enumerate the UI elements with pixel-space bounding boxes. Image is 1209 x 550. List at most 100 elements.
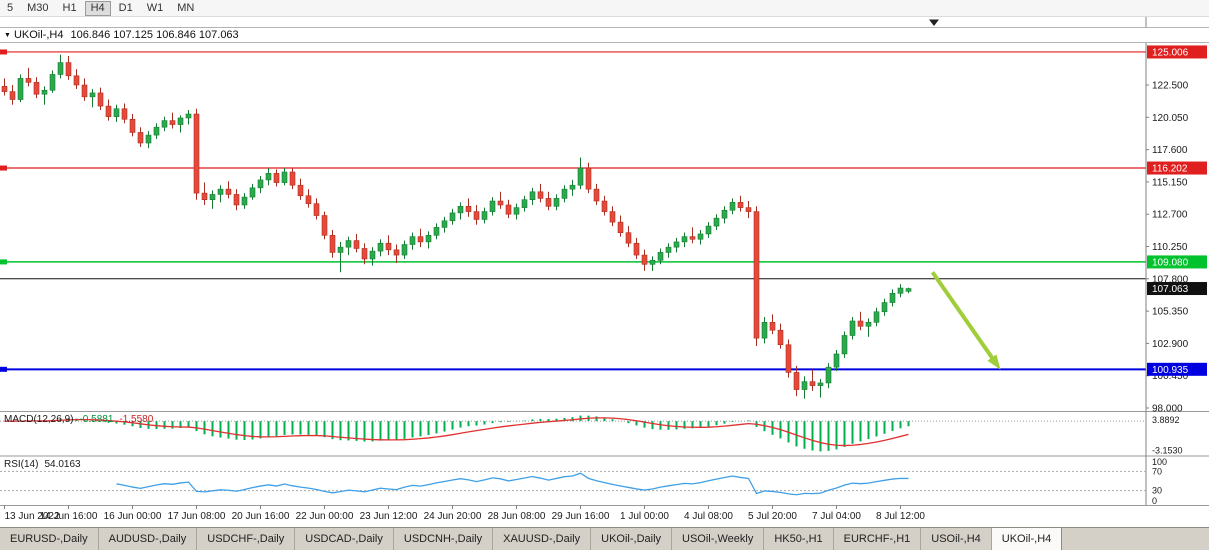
candle	[561, 185, 568, 203]
candle	[265, 168, 272, 186]
candle	[833, 349, 840, 372]
price-chart-canvas[interactable]: 122.500 120.050 117.600 115.150 112.700 110.2…	[0, 17, 1209, 527]
trend-arrow[interactable]	[930, 271, 1001, 370]
candle	[497, 191, 504, 209]
timeframe-button-m30[interactable]: M30	[21, 1, 54, 16]
rsi-name: RSI(14)	[4, 459, 39, 470]
candle	[513, 203, 520, 220]
candle	[617, 215, 624, 237]
candle	[249, 183, 256, 200]
candle	[97, 87, 104, 111]
svg-text:29 Jun 16:00: 29 Jun 16:00	[552, 511, 610, 522]
candle	[81, 78, 88, 101]
candle	[849, 317, 856, 340]
tab-hk50-h1[interactable]: HK50-,H1	[764, 528, 834, 550]
timeframe-button-h4[interactable]: H4	[84, 0, 111, 16]
candle	[529, 187, 536, 205]
tab-eurchf-h1[interactable]: EURCHF-,H1	[834, 528, 922, 550]
candle	[577, 157, 584, 190]
chart-shift-marker-icon[interactable]	[929, 19, 939, 27]
candle	[665, 243, 672, 258]
candle	[729, 198, 736, 215]
candle	[65, 55, 72, 80]
tab-usdcnh-daily[interactable]: USDCNH-,Daily	[394, 528, 494, 550]
candle	[801, 376, 808, 399]
candle	[809, 369, 816, 391]
rsi-value: 54.0163	[44, 459, 81, 470]
candle	[785, 339, 792, 378]
candle	[185, 110, 192, 125]
candle	[905, 287, 912, 294]
candle	[761, 317, 768, 344]
candle	[201, 182, 208, 205]
candle	[33, 77, 40, 99]
timeframe-button-mn[interactable]: MN	[171, 1, 200, 16]
candle	[233, 189, 240, 211]
svg-text:112.700: 112.700	[1152, 210, 1188, 221]
candle	[897, 284, 904, 298]
candle	[49, 70, 56, 93]
candle	[625, 226, 632, 248]
candle	[241, 193, 248, 209]
candle	[633, 237, 640, 260]
candle	[129, 114, 136, 137]
macd-main-value: -0.5881	[79, 414, 114, 425]
timeframe-button-h1[interactable]: H1	[57, 1, 83, 16]
svg-text:13 Jun 2022: 13 Jun 2022	[5, 511, 60, 522]
chart-tabs-bar: EURUSD-,Daily AUDUSD-,Daily USDCHF-,Daily U…	[0, 527, 1209, 550]
candle	[537, 183, 544, 203]
candle	[481, 207, 488, 224]
candle	[873, 307, 880, 327]
candle	[593, 183, 600, 205]
tab-usdcad-daily[interactable]: USDCAD-,Daily	[295, 528, 394, 550]
candle	[721, 206, 728, 224]
candle	[137, 127, 144, 147]
candle	[313, 198, 320, 220]
candle	[881, 298, 888, 316]
macd-panel: 3.8892 -3.1530	[0, 415, 1183, 455]
candle	[681, 232, 688, 248]
candle	[393, 244, 400, 263]
candle	[857, 311, 864, 331]
candle	[641, 249, 648, 271]
timeframe-button-w1[interactable]: W1	[141, 1, 170, 16]
candle	[25, 67, 32, 87]
timeframe-button-d1[interactable]: D1	[113, 1, 139, 16]
tab-usoil-h4[interactable]: USOil-,H4	[921, 528, 992, 550]
horizontal-lines	[0, 49, 1146, 372]
candle	[449, 208, 456, 225]
svg-text:3.8892: 3.8892	[1152, 415, 1180, 425]
candle	[41, 86, 48, 105]
svg-text:16 Jun 00:00: 16 Jun 00:00	[104, 511, 162, 522]
candle	[825, 363, 832, 389]
tab-usdchf-daily[interactable]: USDCHF-,Daily	[197, 528, 296, 550]
tab-usoil-weekly[interactable]: USOil-,Weekly	[672, 528, 765, 550]
tab-audusd-daily[interactable]: AUDUSD-,Daily	[99, 528, 198, 550]
candle	[1, 78, 8, 96]
candle	[169, 112, 176, 129]
candle	[569, 179, 576, 196]
tab-eurusd-daily[interactable]: EURUSD-,Daily	[0, 528, 99, 550]
svg-text:14 Jun 16:00: 14 Jun 16:00	[40, 511, 98, 522]
tab-xauusd-daily[interactable]: XAUUSD-,Daily	[493, 528, 592, 550]
svg-text:98.000: 98.000	[1152, 404, 1183, 415]
tab-ukoil-daily[interactable]: UKOil-,Daily	[591, 528, 673, 550]
svg-text:102.900: 102.900	[1152, 339, 1189, 350]
candle	[673, 237, 680, 253]
timeframe-toolbar: 5 M30 H1 H4 D1 W1 MN	[0, 0, 1209, 17]
candle	[121, 103, 128, 124]
candle	[657, 248, 664, 265]
price-axis: 122.500 120.050 117.600 115.150 112.700 110.2…	[1145, 17, 1189, 505]
timeframe-button-5[interactable]: 5	[1, 1, 19, 16]
candle	[353, 233, 360, 253]
candle	[257, 175, 264, 194]
candle	[57, 54, 64, 79]
tab-ukoil-h4[interactable]: UKOil-,H4	[991, 528, 1063, 550]
candle	[345, 236, 352, 256]
svg-text:109.080: 109.080	[1152, 257, 1189, 268]
macd-name: MACD(12,26,9)	[4, 414, 74, 425]
candle	[337, 241, 344, 273]
candle	[465, 198, 472, 217]
chart-ohlc-values: 106.846 107.125 106.846 107.063	[70, 29, 239, 41]
chart-dropdown-icon[interactable]: ▼	[4, 31, 11, 39]
